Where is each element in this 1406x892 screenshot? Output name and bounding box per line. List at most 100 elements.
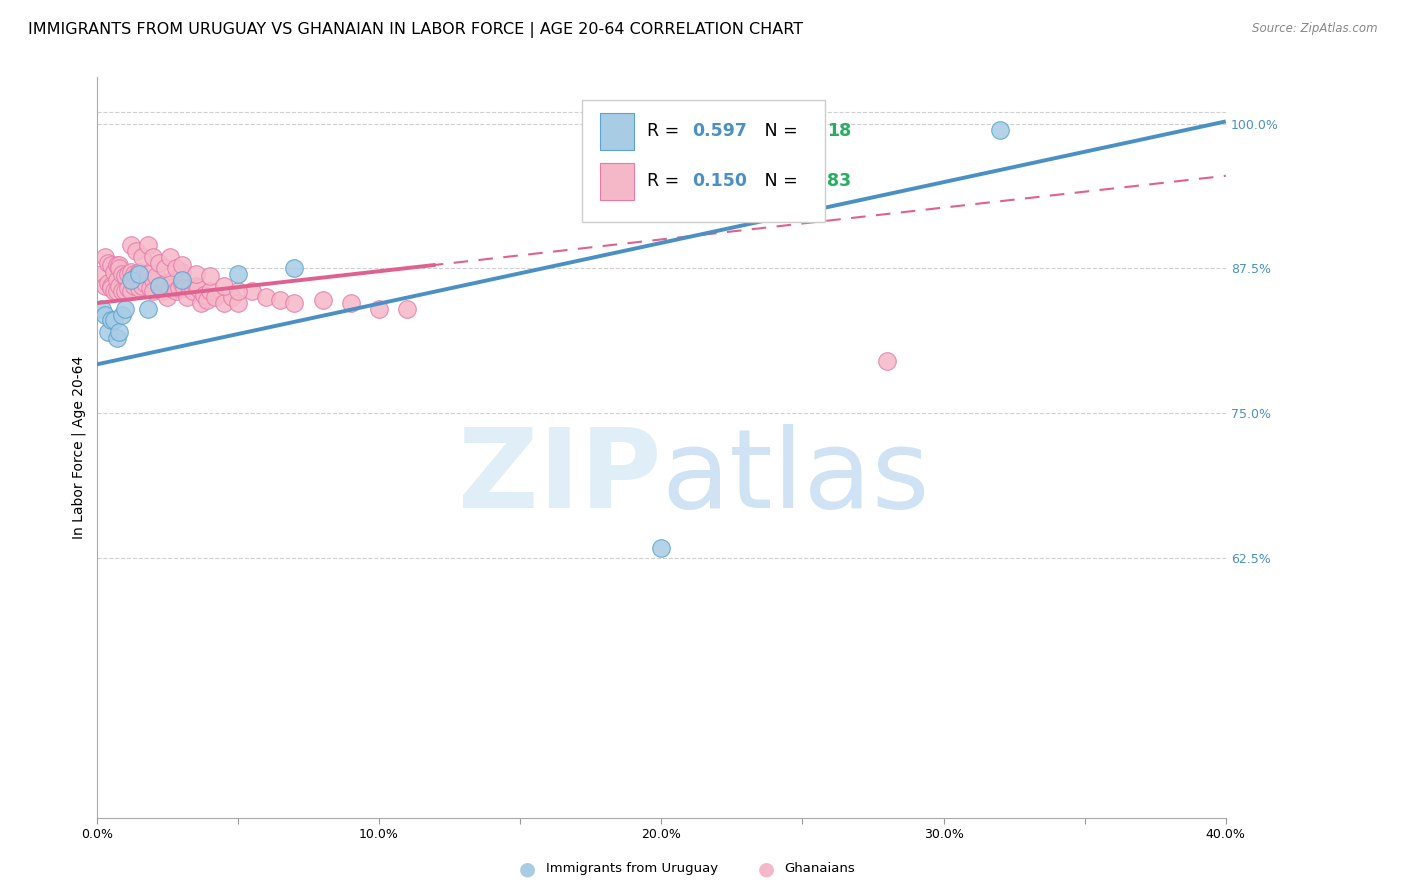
Point (340, 296, 363, 310)
Point (876, 354, 898, 368)
Point (108, 325, 131, 339)
Point (117, 281, 139, 295)
Point (125, 244, 148, 258)
Point (111, 308, 134, 322)
Point (91, 267, 114, 281)
Point (159, 250, 181, 264)
Point (105, 331, 128, 345)
Point (139, 281, 162, 295)
Point (111, 267, 134, 281)
Point (114, 269, 136, 284)
Text: IMMIGRANTS FROM URUGUAY VS GHANAIAN IN LABOR FORCE | AGE 20-64 CORRELATION CHART: IMMIGRANTS FROM URUGUAY VS GHANAIAN IN L… (28, 22, 803, 38)
Point (148, 278, 170, 293)
Point (97, 255, 120, 269)
Point (148, 255, 170, 269)
Text: ZIP: ZIP (458, 424, 661, 531)
Point (103, 313, 125, 327)
Point (198, 285, 221, 299)
Point (122, 267, 145, 281)
Point (111, 285, 134, 299)
Point (159, 281, 181, 295)
Text: 83: 83 (827, 172, 852, 190)
Text: R =: R = (647, 172, 685, 190)
Point (94, 308, 117, 322)
Point (195, 293, 218, 307)
Point (165, 285, 187, 299)
Text: 18: 18 (827, 122, 852, 141)
Point (108, 261, 131, 276)
Point (105, 258, 128, 272)
Point (170, 273, 193, 287)
Point (142, 285, 165, 299)
Point (198, 269, 221, 284)
Point (142, 250, 165, 264)
Point (167, 281, 190, 295)
Point (125, 269, 148, 284)
Point (91, 301, 114, 316)
Point (212, 296, 235, 310)
Point (283, 296, 305, 310)
Point (212, 278, 235, 293)
Point (97, 325, 120, 339)
Point (226, 296, 249, 310)
Point (240, 285, 263, 299)
Point (226, 267, 249, 281)
Point (105, 273, 128, 287)
Point (128, 267, 150, 281)
Point (179, 281, 201, 295)
Point (153, 277, 176, 291)
Point (187, 281, 209, 295)
Point (114, 285, 136, 299)
Text: Ghanaians: Ghanaians (785, 863, 855, 875)
Point (145, 269, 167, 284)
Point (136, 301, 159, 316)
Point (117, 267, 139, 281)
Point (184, 267, 207, 281)
Text: Immigrants from Uruguay: Immigrants from Uruguay (546, 863, 717, 875)
Point (254, 290, 277, 304)
Text: N =: N = (748, 122, 803, 141)
Point (100, 258, 122, 272)
Point (988, 122, 1011, 136)
Point (120, 265, 142, 279)
Point (170, 258, 193, 272)
Text: Source: ZipAtlas.com: Source: ZipAtlas.com (1253, 22, 1378, 36)
Text: ●: ● (519, 859, 536, 879)
Point (269, 293, 291, 307)
Point (128, 265, 150, 279)
Point (122, 278, 145, 293)
Text: 0.150: 0.150 (692, 172, 747, 190)
Point (396, 301, 419, 316)
Point (103, 265, 125, 279)
Point (103, 285, 125, 299)
Point (100, 278, 122, 293)
Point (173, 281, 195, 295)
Point (142, 273, 165, 287)
Text: R =: R = (647, 122, 685, 141)
Point (114, 301, 136, 316)
Point (283, 261, 305, 276)
FancyBboxPatch shape (600, 162, 634, 200)
Point (131, 278, 153, 293)
Point (148, 278, 170, 293)
Point (131, 250, 153, 264)
Point (170, 277, 193, 291)
Point (108, 278, 131, 293)
Point (128, 281, 150, 295)
Point (190, 296, 212, 310)
Y-axis label: In Labor Force | Age 20-64: In Labor Force | Age 20-64 (72, 356, 86, 540)
Point (226, 285, 249, 299)
Point (94, 250, 117, 264)
Point (184, 278, 207, 293)
Point (170, 265, 193, 279)
Point (136, 267, 159, 281)
Point (221, 290, 243, 304)
Point (100, 281, 122, 295)
Point (165, 261, 187, 276)
Point (650, 541, 672, 556)
Point (193, 288, 215, 302)
Point (120, 285, 142, 299)
Point (204, 290, 226, 304)
Point (162, 273, 184, 287)
Point (108, 258, 131, 272)
